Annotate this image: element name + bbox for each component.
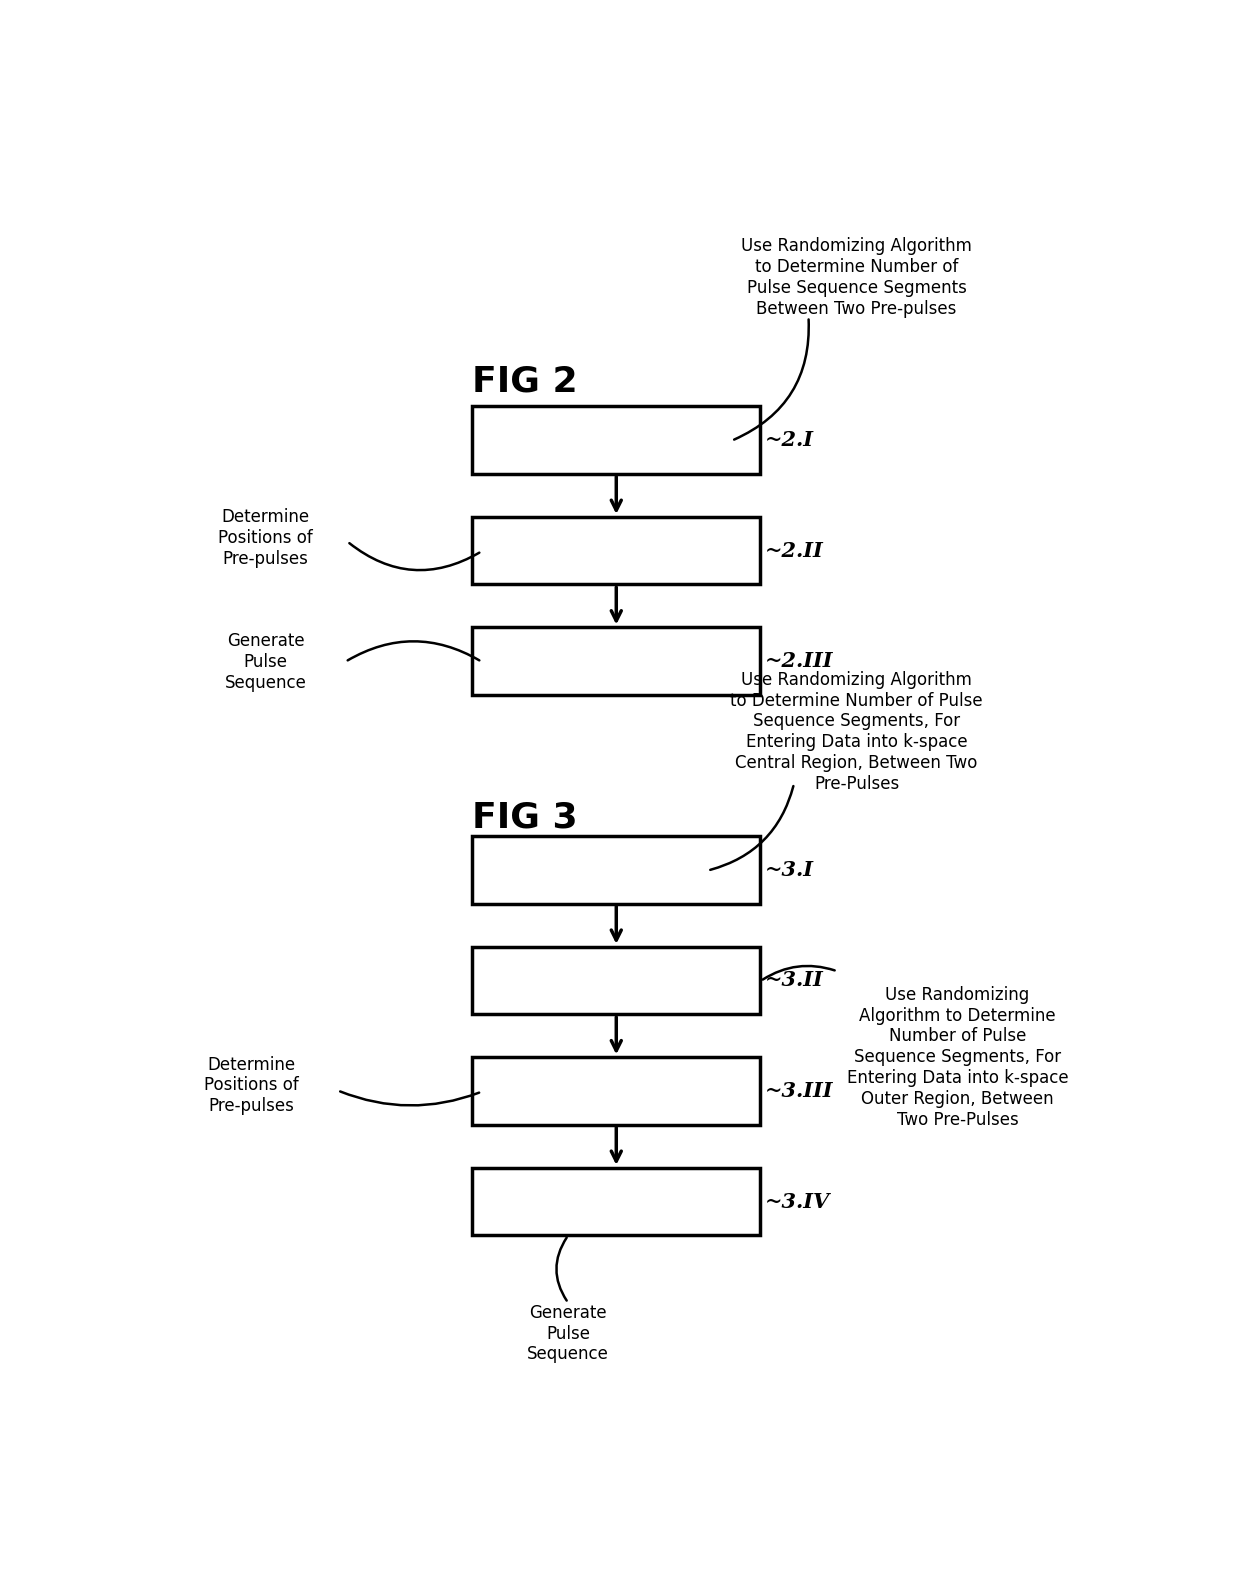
Text: ~2.III: ~2.III <box>765 651 833 671</box>
Text: Use Randomizing
Algorithm to Determine
Number of Pulse
Sequence Segments, For
En: Use Randomizing Algorithm to Determine N… <box>847 986 1068 1129</box>
FancyBboxPatch shape <box>472 836 760 904</box>
Text: ~2.II: ~2.II <box>765 541 825 560</box>
FancyBboxPatch shape <box>472 1168 760 1235</box>
Text: ~3.IV: ~3.IV <box>765 1191 831 1212</box>
Text: ~3.I: ~3.I <box>765 860 815 880</box>
Text: Determine
Positions of
Pre-pulses: Determine Positions of Pre-pulses <box>218 507 312 568</box>
FancyBboxPatch shape <box>472 627 760 695</box>
Text: ~3.III: ~3.III <box>765 1081 833 1101</box>
Text: FIG 3: FIG 3 <box>472 801 578 834</box>
Text: Generate
Pulse
Sequence: Generate Pulse Sequence <box>224 632 306 692</box>
Text: ~2.I: ~2.I <box>765 431 815 450</box>
Text: FIG 2: FIG 2 <box>472 365 578 399</box>
Text: Determine
Positions of
Pre-pulses: Determine Positions of Pre-pulses <box>203 1056 299 1115</box>
FancyBboxPatch shape <box>472 517 760 584</box>
FancyBboxPatch shape <box>472 1057 760 1124</box>
Text: ~3.II: ~3.II <box>765 970 825 990</box>
FancyBboxPatch shape <box>472 407 760 474</box>
FancyBboxPatch shape <box>472 947 760 1014</box>
Text: Generate
Pulse
Sequence: Generate Pulse Sequence <box>527 1303 609 1364</box>
Text: Use Randomizing Algorithm
to Determine Number of
Pulse Sequence Segments
Between: Use Randomizing Algorithm to Determine N… <box>742 238 972 317</box>
Text: Use Randomizing Algorithm
to Determine Number of Pulse
Sequence Segments, For
En: Use Randomizing Algorithm to Determine N… <box>730 671 983 793</box>
